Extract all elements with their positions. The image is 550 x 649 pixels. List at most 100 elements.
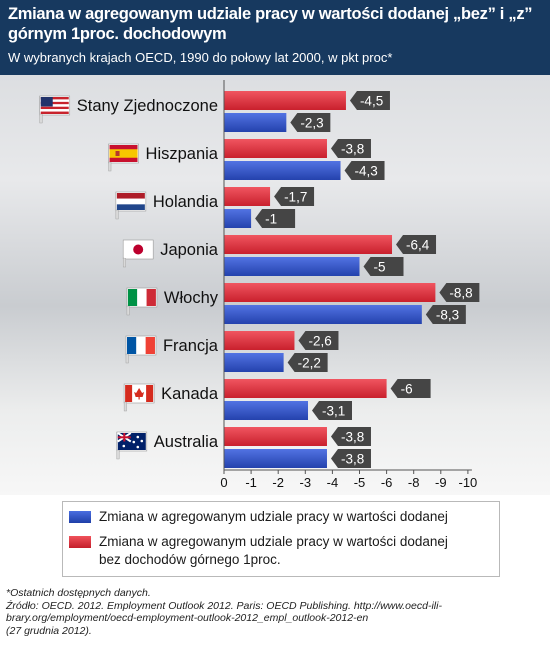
flag-stripe (136, 337, 146, 354)
x-tick-label: 0 (220, 475, 227, 490)
data-label: -3,8 (341, 452, 364, 467)
data-label: -6 (401, 382, 413, 397)
data-label: -6,4 (406, 238, 430, 253)
chart-row: -2,6 -2,2 Francja (125, 331, 339, 372)
flag-band (109, 149, 138, 158)
red-bar (224, 187, 271, 206)
x-tick-label: -3 (300, 475, 312, 490)
value-tag (330, 449, 371, 468)
category-label: Australia (154, 433, 219, 451)
legend-swatch-blue (69, 511, 91, 523)
flag-stripe (116, 204, 145, 210)
red-bar (224, 235, 393, 254)
flag-pole (126, 305, 130, 316)
flag-pole (39, 113, 43, 124)
footnote: *Ostatnich dostępnych danych. (6, 587, 151, 599)
value-tag (330, 139, 371, 158)
value-tag (390, 379, 431, 398)
x-tick-label: -1 (245, 475, 257, 490)
data-label: -5 (374, 260, 386, 275)
flag-stripe (40, 104, 69, 107)
flag-stripe (137, 289, 147, 306)
flag-stripe (146, 289, 156, 306)
value-tag (349, 91, 390, 110)
category-label: Francja (163, 337, 219, 355)
legend-swatch-red (69, 536, 91, 548)
chart-title: Zmiana w agregowanym udziale pracy w war… (8, 5, 533, 43)
flag-disc (133, 244, 144, 255)
flag-stripe (125, 385, 133, 402)
data-label: -3,8 (341, 142, 364, 157)
flag-emblem (115, 151, 120, 156)
flag-star (140, 439, 144, 443)
data-label: -4,5 (360, 94, 383, 109)
value-tag (344, 161, 385, 180)
chart-subtitle: W wybranych krajach OECD, 1990 do połowy… (8, 50, 393, 65)
blue-bar (224, 449, 327, 468)
flag-star (132, 440, 136, 444)
data-label: -2,3 (300, 116, 323, 131)
flag-stripe (40, 109, 69, 112)
value-tag (396, 235, 437, 254)
chart-row: -4,5 -2,3 Stany Zjednoczone (39, 91, 390, 132)
data-label: -2,6 (308, 334, 331, 349)
chart-row: -3,8 -4,3 Hiszpania (108, 139, 385, 180)
category-label: Włochy (164, 289, 219, 307)
flag-star (136, 445, 140, 449)
chart-row: -8,8 -8,3 Włochy (126, 283, 480, 324)
red-bar (224, 331, 295, 350)
data-label: -1,7 (284, 190, 307, 205)
flag-pole (123, 401, 127, 412)
blue-bar (224, 113, 287, 132)
canada-flag-icon (123, 383, 155, 412)
data-label: -8,8 (449, 286, 472, 301)
value-tag (287, 353, 328, 372)
value-tag (298, 331, 339, 350)
maple-leaf (134, 388, 145, 400)
flag-stripe (40, 99, 69, 102)
flag-star (136, 435, 140, 439)
chart-row: -6 -3,1 Kanada (123, 379, 431, 420)
x-tick-label: -5 (354, 475, 366, 490)
chart-row: -6,4 -5 Japonia (122, 235, 437, 276)
value-tag (425, 305, 466, 324)
legend: Zmiana w agregowanym udziale pracy w war… (62, 501, 500, 577)
value-tag (363, 257, 404, 276)
blue-bar (224, 209, 252, 228)
value-tag (274, 187, 315, 206)
value-tag (439, 283, 480, 302)
source-line-2: brary.org/employment/oecd-employment-out… (6, 612, 369, 624)
flag-stripe (127, 289, 138, 306)
flag-stripe (40, 101, 69, 105)
japan-flag-icon (122, 239, 154, 268)
flag-pole (108, 161, 112, 172)
flag-stripe (146, 385, 154, 402)
x-tick-label: -2 (272, 475, 284, 490)
data-label: -1 (265, 212, 277, 227)
category-label: Stany Zjednoczone (77, 97, 218, 115)
flag-pole (116, 449, 120, 460)
flag-canton (40, 97, 53, 107)
red-bar (224, 139, 327, 158)
red-bar (224, 91, 346, 110)
value-tag (290, 113, 331, 132)
red-bar (224, 379, 387, 398)
france-flag-icon (125, 335, 157, 364)
legend-label-red-line1: Zmiana w agregowanym udziale pracy w war… (99, 534, 448, 549)
flag-star (122, 444, 126, 448)
x-tick-label: -8 (408, 475, 420, 490)
value-tag (330, 427, 371, 446)
blue-bar (224, 257, 360, 276)
flag-pole (125, 353, 129, 364)
flag-pole (122, 257, 126, 268)
blue-bar (224, 353, 284, 372)
bar-chart: -4,5 -2,3 Stany Zjednoczone -3,8 -4,3 Hiszpan… (39, 80, 480, 490)
x-tick-label: -10 (459, 475, 478, 490)
spain-flag-icon (108, 143, 139, 172)
header: Zmiana w agregowanym udziale pracy w war… (0, 0, 550, 75)
value-tag (255, 209, 296, 228)
category-label: Kanada (161, 385, 219, 403)
flag-stripe (116, 198, 145, 205)
data-label: -3,8 (341, 430, 364, 445)
